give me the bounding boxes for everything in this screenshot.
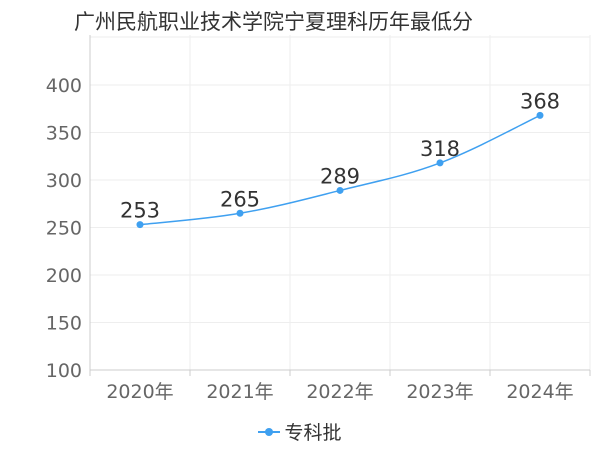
data-point — [536, 111, 544, 119]
y-tick-label: 100 — [46, 360, 82, 382]
y-tick-label: 400 — [46, 75, 82, 97]
data-point — [436, 159, 444, 167]
data-label: 289 — [320, 164, 360, 188]
data-label: 368 — [520, 89, 560, 113]
data-label: 253 — [120, 199, 160, 223]
data-label: 265 — [220, 187, 260, 211]
legend: 专科批 — [0, 418, 600, 445]
x-tick-label: 2024年 — [506, 381, 573, 403]
y-tick-label: 200 — [46, 265, 82, 287]
chart-title: 广州民航职业技术学院宁夏理科历年最低分 — [74, 10, 473, 34]
data-point — [336, 186, 344, 194]
data-label: 318 — [420, 137, 460, 161]
legend-marker-icon — [258, 426, 281, 438]
x-tick-label: 2023年 — [406, 381, 473, 403]
y-tick-label: 300 — [46, 170, 82, 192]
x-tick-label: 2022年 — [306, 381, 373, 403]
legend-item-series[interactable]: 专科批 — [258, 418, 342, 445]
y-tick-label: 250 — [46, 218, 82, 240]
x-tick-label: 2021年 — [206, 381, 273, 403]
data-point — [236, 209, 244, 217]
x-tick-label: 2020年 — [106, 381, 173, 403]
legend-label: 专科批 — [284, 422, 342, 444]
data-point — [136, 221, 144, 229]
y-tick-label: 150 — [46, 313, 82, 335]
y-tick-label: 350 — [46, 123, 82, 145]
